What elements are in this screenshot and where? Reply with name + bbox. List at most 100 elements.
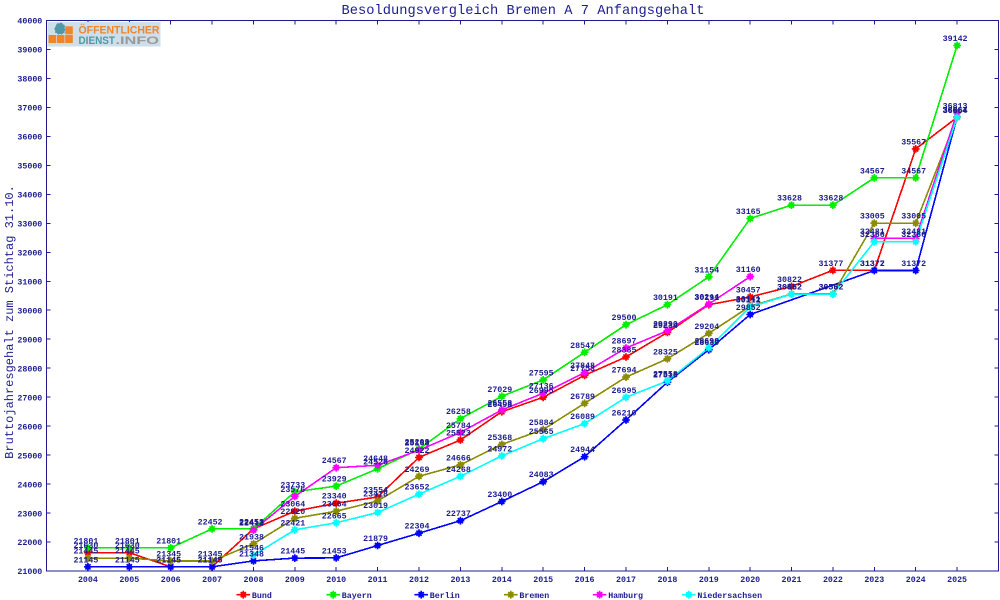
svg-text:2017: 2017 <box>616 576 636 585</box>
svg-text:24083: 24083 <box>529 471 554 480</box>
svg-text:21938: 21938 <box>239 533 264 542</box>
svg-text:2010: 2010 <box>326 576 346 585</box>
svg-text:36667: 36667 <box>943 107 968 116</box>
svg-text:2024: 2024 <box>906 576 926 585</box>
svg-text:21348: 21348 <box>239 550 264 559</box>
svg-text:2013: 2013 <box>450 576 470 585</box>
svg-text:23929: 23929 <box>322 476 347 485</box>
svg-text:33165: 33165 <box>736 208 761 217</box>
svg-text:25523: 25523 <box>446 430 471 439</box>
svg-text:21445: 21445 <box>115 548 140 557</box>
svg-text:22820: 22820 <box>280 508 305 517</box>
svg-text:22737: 22737 <box>446 510 471 519</box>
svg-text:27558: 27558 <box>653 371 678 380</box>
svg-text:34567: 34567 <box>901 167 926 176</box>
svg-text:30562: 30562 <box>777 284 802 293</box>
svg-text:2025: 2025 <box>947 576 967 585</box>
svg-text:30552: 30552 <box>818 284 843 293</box>
svg-text:28697: 28697 <box>612 338 637 347</box>
svg-text:30000: 30000 <box>17 307 42 316</box>
svg-text:23576: 23576 <box>280 486 305 495</box>
svg-text:31000: 31000 <box>17 279 42 288</box>
svg-text:36664: 36664 <box>943 107 968 116</box>
svg-text:21345: 21345 <box>156 551 181 560</box>
svg-text:28639: 28639 <box>694 339 719 348</box>
svg-text:21145: 21145 <box>198 556 223 565</box>
svg-text:24000: 24000 <box>17 481 42 490</box>
svg-text:34567: 34567 <box>860 167 885 176</box>
svg-text:30191: 30191 <box>694 294 719 303</box>
svg-text:27516: 27516 <box>653 372 678 381</box>
svg-text:25168: 25168 <box>405 440 430 449</box>
svg-text:32481: 32481 <box>860 228 885 237</box>
svg-text:27753: 27753 <box>570 365 595 374</box>
svg-text:2007: 2007 <box>202 576 222 585</box>
svg-text:2022: 2022 <box>823 576 843 585</box>
svg-text:29000: 29000 <box>17 336 42 345</box>
svg-text:27000: 27000 <box>17 394 42 403</box>
svg-text:24944: 24944 <box>570 446 595 455</box>
svg-text:31377: 31377 <box>860 260 885 269</box>
svg-text:.INFO: .INFO <box>116 35 160 47</box>
svg-text:23019: 23019 <box>363 502 388 511</box>
svg-text:22000: 22000 <box>17 539 42 548</box>
svg-text:33000: 33000 <box>17 221 42 230</box>
svg-text:27029: 27029 <box>487 386 512 395</box>
svg-text:2006: 2006 <box>161 576 181 585</box>
svg-text:Bruttojahresgehalt zum Stichta: Bruttojahresgehalt zum Stichtag 31.10. <box>3 185 17 459</box>
svg-text:21445: 21445 <box>73 548 98 557</box>
svg-text:23554: 23554 <box>363 487 388 496</box>
svg-text:26789: 26789 <box>570 393 595 402</box>
svg-text:22421: 22421 <box>280 519 305 528</box>
svg-text:26558: 26558 <box>487 400 512 409</box>
svg-text:21801: 21801 <box>156 537 181 546</box>
svg-text:22413: 22413 <box>239 520 264 529</box>
svg-text:21145: 21145 <box>198 556 223 565</box>
svg-text:26000: 26000 <box>17 423 42 432</box>
svg-text:23652: 23652 <box>405 484 430 493</box>
svg-text:Hamburg: Hamburg <box>608 591 643 600</box>
svg-text:21801: 21801 <box>115 537 140 546</box>
svg-text:2005: 2005 <box>119 576 139 585</box>
svg-text:25565: 25565 <box>529 428 554 437</box>
svg-text:24648: 24648 <box>363 455 388 464</box>
svg-text:30562: 30562 <box>818 284 843 293</box>
svg-text:23000: 23000 <box>17 510 42 519</box>
svg-text:26995: 26995 <box>529 387 554 396</box>
svg-text:21453: 21453 <box>322 547 347 556</box>
svg-text:28699: 28699 <box>694 337 719 346</box>
svg-text:31154: 31154 <box>694 266 719 275</box>
svg-text:36813: 36813 <box>943 102 968 111</box>
svg-text:32366: 32366 <box>860 231 885 240</box>
svg-text:Bremen: Bremen <box>519 592 549 600</box>
svg-text:28547: 28547 <box>570 342 595 351</box>
svg-text:30457: 30457 <box>736 287 761 296</box>
svg-text:2012: 2012 <box>409 576 429 585</box>
svg-text:2016: 2016 <box>575 576 595 585</box>
svg-text:21801: 21801 <box>73 537 98 546</box>
svg-text:29852: 29852 <box>736 304 761 313</box>
svg-text:33628: 33628 <box>777 195 802 204</box>
svg-text:2008: 2008 <box>244 576 264 585</box>
svg-text:26258: 26258 <box>446 408 471 417</box>
svg-text:21000: 21000 <box>17 568 42 577</box>
svg-text:26995: 26995 <box>612 387 637 396</box>
svg-text:25000: 25000 <box>17 452 42 461</box>
svg-text:Niedersachsen: Niedersachsen <box>697 591 762 600</box>
svg-text:30141: 30141 <box>736 296 761 305</box>
svg-text:30822: 30822 <box>777 276 802 285</box>
svg-text:2018: 2018 <box>657 576 677 585</box>
svg-text:27595: 27595 <box>529 369 554 378</box>
svg-text:2009: 2009 <box>285 576 305 585</box>
svg-text:39000: 39000 <box>17 47 42 56</box>
svg-text:21630: 21630 <box>115 542 140 551</box>
svg-text:Berlin: Berlin <box>430 591 460 600</box>
svg-text:22665: 22665 <box>322 512 347 521</box>
svg-text:33628: 33628 <box>818 195 843 204</box>
svg-text:Besoldungsvergleich Bremen A 7: Besoldungsvergleich Bremen A 7 Anfangsge… <box>342 4 705 19</box>
svg-text:29290: 29290 <box>653 320 678 329</box>
svg-text:29234: 29234 <box>653 322 678 331</box>
svg-text:25884: 25884 <box>529 419 554 428</box>
svg-text:DIENST: DIENST <box>79 35 116 47</box>
svg-text:31377: 31377 <box>818 260 843 269</box>
